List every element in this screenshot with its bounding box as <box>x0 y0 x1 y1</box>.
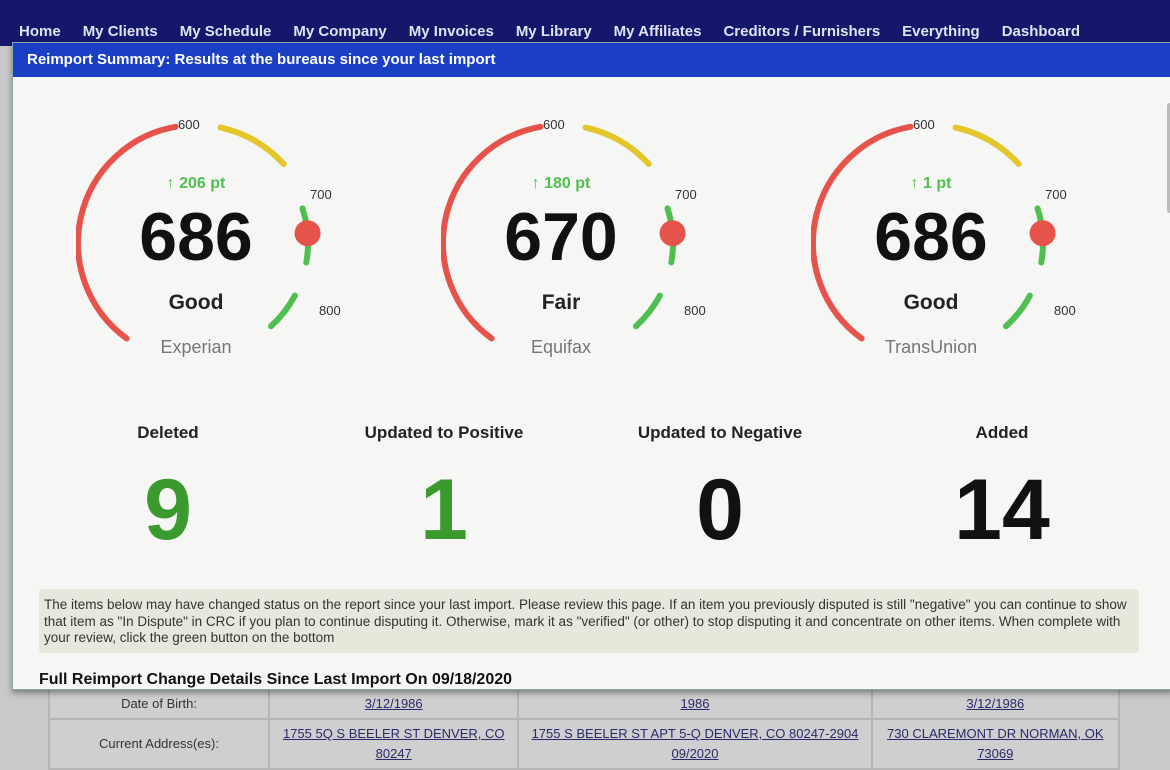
change-details-table: Date of Birth: 3/12/1986 1986 3/12/1986 … <box>48 688 1121 770</box>
gauge-yellow-arc <box>217 124 287 168</box>
address-link[interactable]: 1755 5Q S BEELER ST DENVER, CO 80247 <box>282 726 505 761</box>
panel-header: Reimport Summary: Results at the bureaus… <box>13 43 1170 77</box>
gauge-yellow-arc <box>952 124 1022 168</box>
dob-link[interactable]: 3/12/1986 <box>364 696 423 711</box>
gauge-green-arc <box>267 292 298 330</box>
gauge-arc-icon <box>76 123 321 342</box>
stat-value: 0 <box>696 462 744 558</box>
nav-my-invoices[interactable]: My Invoices <box>408 23 494 40</box>
gauge-red-arc <box>441 123 544 342</box>
row-label: Current Address(es): <box>48 718 270 770</box>
stat-value: 1 <box>420 462 468 558</box>
top-nav: Home My Clients My Schedule My Company M… <box>0 0 1170 46</box>
address-link[interactable]: 1755 S BEELER ST APT 5-Q DENVER, CO 8024… <box>531 726 859 761</box>
bureau-name: TransUnion <box>884 337 978 357</box>
credit-score: 686 <box>874 199 988 275</box>
tick-600: 600 <box>913 117 935 132</box>
stat-label: Updated to Positive <box>364 423 524 442</box>
score-marker <box>659 220 686 247</box>
full-details-heading: Full Reimport Change Details Since Last … <box>39 671 513 688</box>
stat-value: 9 <box>144 462 192 558</box>
reimport-summary-panel: Reimport Summary: Results at the bureaus… <box>12 42 1170 690</box>
score-rating: Good <box>168 291 224 314</box>
score-marker <box>1029 220 1056 247</box>
dob-link[interactable]: 3/12/1986 <box>966 696 1025 711</box>
dob-link[interactable]: 1986 <box>680 696 710 711</box>
tick-700: 700 <box>310 187 332 202</box>
score-delta: ↑ 206 pt <box>166 175 226 192</box>
gauge-green-arc <box>1002 292 1033 330</box>
tick-800: 800 <box>319 303 341 318</box>
gauge-red-arc <box>76 123 179 342</box>
stat-label: Deleted <box>137 423 199 442</box>
stat-value: 14 <box>954 462 1050 558</box>
gauge-equifax: 600 700 800 ↑ 180 pt 670 Fair Equifax <box>441 93 741 363</box>
gauge-arc-icon <box>441 123 686 342</box>
score-rating: Fair <box>541 291 581 314</box>
stat-label: Added <box>975 423 1029 442</box>
arrow-up-icon: ↑ <box>910 175 919 192</box>
tick-700: 700 <box>1045 187 1067 202</box>
credit-score: 670 <box>504 199 618 275</box>
bureau-name: Experian <box>160 337 232 357</box>
nav-my-schedule[interactable]: My Schedule <box>179 23 272 40</box>
gauge-yellow-arc <box>582 124 652 168</box>
gauge-experian: 600 700 800 ↑ 206 pt 686 Good Experian <box>76 93 376 363</box>
nav-my-clients[interactable]: My Clients <box>82 23 158 40</box>
score-delta: ↑ 180 pt <box>531 175 591 192</box>
nav-everything[interactable]: Everything <box>902 23 980 40</box>
tick-600: 600 <box>543 117 565 132</box>
gauge-red-arc <box>811 123 914 342</box>
bureau-name: Equifax <box>530 337 592 357</box>
review-notice: The items below may have changed status … <box>39 589 1139 653</box>
stat-deleted: Deleted 9 <box>48 423 288 560</box>
arrow-up-icon: ↑ <box>531 175 540 192</box>
tick-800: 800 <box>684 303 706 318</box>
gauge-transunion: 600 700 800 ↑ 1 pt 686 Good TransUnion <box>811 93 1111 363</box>
row-label: Date of Birth: <box>48 688 270 720</box>
tick-800: 800 <box>1054 303 1076 318</box>
stat-label: Updated to Negative <box>637 423 803 442</box>
score-delta: ↑ 1 pt <box>910 175 952 192</box>
nav-dashboard[interactable]: Dashboard <box>1001 23 1081 40</box>
nav-creditors[interactable]: Creditors / Furnishers <box>723 23 881 40</box>
stat-updated-negative: Updated to Negative 0 <box>600 423 840 560</box>
tick-600: 600 <box>178 117 200 132</box>
score-rating: Good <box>903 291 959 314</box>
stat-added: Added 14 <box>882 423 1122 560</box>
table-row: Current Address(es): 1755 5Q S BEELER ST… <box>48 718 1121 770</box>
nav-my-library[interactable]: My Library <box>515 23 592 40</box>
nav-my-company[interactable]: My Company <box>293 23 387 40</box>
tick-700: 700 <box>675 187 697 202</box>
stat-updated-positive: Updated to Positive 1 <box>324 423 564 560</box>
table-row: Date of Birth: 3/12/1986 1986 3/12/1986 <box>48 688 1121 720</box>
gauge-arc-icon <box>811 123 1056 342</box>
gauge-green-arc <box>632 292 663 330</box>
scrollbar[interactable] <box>1167 103 1170 213</box>
nav-my-affiliates[interactable]: My Affiliates <box>613 23 702 40</box>
credit-score: 686 <box>139 199 253 275</box>
score-marker <box>294 220 321 247</box>
nav-home[interactable]: Home <box>19 23 61 40</box>
arrow-up-icon: ↑ <box>166 175 175 192</box>
address-link[interactable]: 730 CLAREMONT DR NORMAN, OK 73069 <box>887 726 1104 761</box>
